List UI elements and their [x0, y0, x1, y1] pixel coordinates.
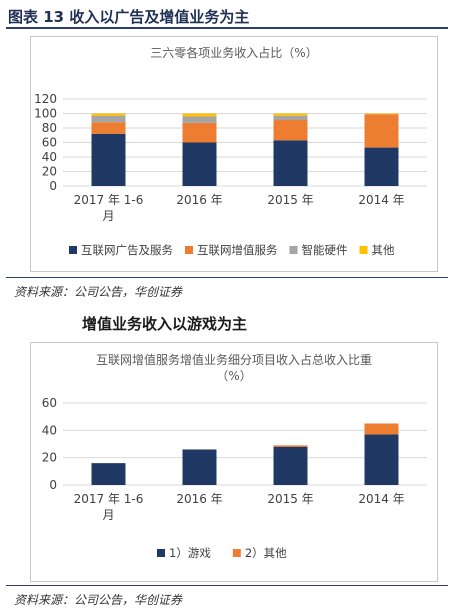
chart1-bar [273, 140, 308, 186]
chart1-xtick-label: 2016 年 [176, 193, 222, 207]
chart1-bar [364, 147, 399, 186]
chart2-xtick-label: 2016 年 [176, 492, 222, 506]
chart1-ytick-label: 100 [34, 107, 57, 121]
chart-2-frame: 互联网增值服务增值业务细分项目收入占总收入比重 （%） 0 20 40 60 2017 年 … [30, 342, 438, 582]
chart1-bar [273, 120, 308, 141]
chart2-ytick-label: 20 [42, 451, 57, 465]
chart1-legend-label: 互联网广告及服务 [81, 243, 173, 257]
chart1-ytick-label: 0 [49, 179, 57, 193]
chart2-legend-label: 2）其他 [245, 546, 287, 560]
chart1-bar [273, 115, 308, 121]
chart1-legend-label: 互联网增值服务 [197, 243, 278, 257]
chart1-legend-swatch [289, 246, 298, 254]
chart1-bar [364, 114, 399, 148]
chart2-bar [364, 434, 399, 485]
source-note-2: 资料来源：公司公告，华创证券 [14, 593, 183, 607]
chart1-title-line: 三六零各项业务收入占比（%） [150, 45, 317, 60]
chart1-legend-label: 其他 [372, 243, 395, 257]
figure-title: 图表 13 收入以广告及增值业务为主 [8, 8, 250, 26]
chart2-xtick-label: 2014 年 [358, 492, 404, 506]
chart1-bar [91, 122, 126, 134]
chart1-legend-swatch [359, 246, 368, 254]
chart2-title-line: 互联网增值服务增值业务细分项目收入占总收入比重 [96, 352, 372, 367]
chart1-ytick-label: 40 [42, 150, 57, 164]
chart2-legend-swatch [232, 549, 241, 557]
source-rule-1 [6, 277, 448, 278]
chart1-ytick-label: 80 [42, 121, 57, 135]
chart2-xtick-label: 2015 年 [267, 492, 313, 506]
chart1-bar [91, 113, 126, 116]
chart2-legend-label: 1）游戏 [169, 546, 211, 560]
chart1-bar [182, 142, 217, 186]
chart1-bar [182, 113, 217, 117]
chart1-ytick-label: 120 [34, 92, 57, 106]
chart1-bar [273, 113, 308, 116]
chart1-xtick-label: 2015 年 [267, 193, 313, 207]
source-rule-2 [6, 585, 448, 586]
chart2-bar [273, 445, 308, 447]
chart2-ytick-label: 40 [42, 423, 57, 437]
chart1-ytick-label: 20 [42, 165, 57, 179]
chart2-bar [364, 423, 399, 435]
chart1-bar [182, 116, 217, 123]
section-heading: 增值业务收入以游戏为主 [82, 315, 248, 333]
chart2-ytick-label: 0 [49, 478, 57, 492]
chart1-xtick-label: 2017 年 1-6 [74, 193, 144, 207]
chart2-ytick-label: 60 [42, 396, 57, 410]
chart2-xtick-label: 2017 年 1-6 [74, 492, 144, 506]
chart1-legend-swatch [69, 246, 77, 254]
chart1-xtick-label: 月 [102, 209, 114, 223]
chart-1-frame: 三六零各项业务收入占比（%） 0 20 40 60 80 100 120 2017 年 1-6 月… [30, 36, 438, 272]
chart1-ytick-label: 60 [42, 136, 57, 150]
chart1-bar [91, 115, 126, 123]
title-rule [6, 27, 448, 29]
chart2-xtick-label: 月 [102, 508, 114, 522]
chart2-bar [182, 449, 217, 485]
chart2-legend-swatch [157, 549, 165, 557]
chart1-legend-label: 智能硬件 [302, 243, 348, 257]
source-note-1: 资料来源：公司公告，华创证券 [14, 285, 183, 299]
chart1-bar [364, 113, 399, 115]
chart2-title-line: （%） [216, 369, 251, 383]
chart2-bar [273, 446, 308, 485]
chart1-bar [91, 133, 126, 186]
chart1-legend-swatch [185, 246, 193, 254]
chart1-xtick-label: 2014 年 [358, 193, 404, 207]
chart-2: 互联网增值服务增值业务细分项目收入占总收入比重 （%） 0 20 40 60 2017 年 … [42, 352, 427, 560]
chart1-bar [182, 122, 217, 143]
chart2-bar [91, 463, 126, 485]
